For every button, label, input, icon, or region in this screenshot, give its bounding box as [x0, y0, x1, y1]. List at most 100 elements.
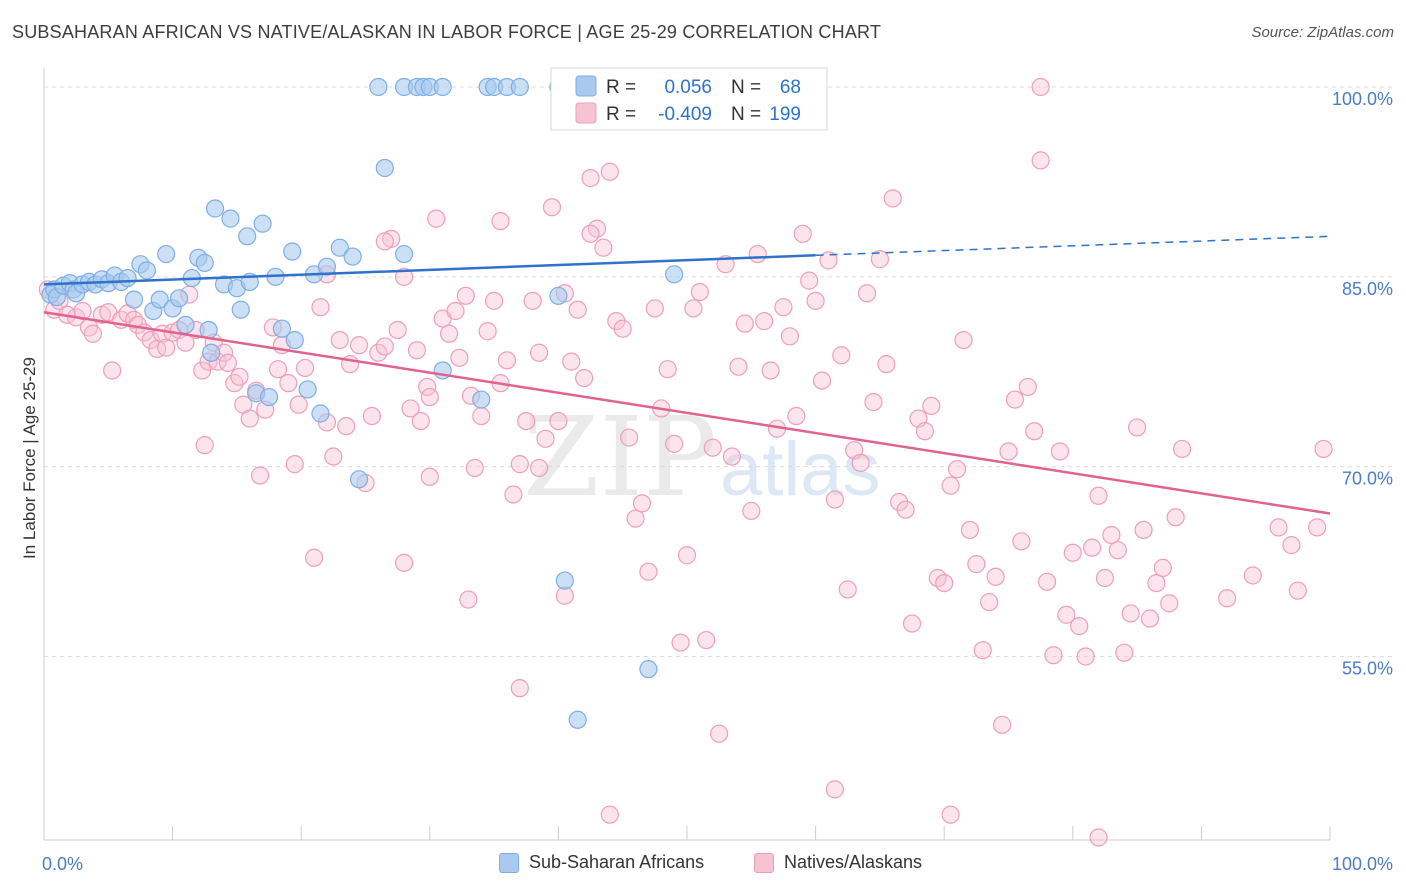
point-natives-alaskans-94	[607, 312, 626, 331]
point-natives-alaskans-133	[857, 284, 877, 303]
point-natives-alaskans-178	[1147, 573, 1166, 593]
point-natives-alaskans-138	[890, 492, 909, 512]
point-natives-alaskans-115	[742, 501, 761, 521]
point-natives-alaskans-87	[562, 352, 581, 371]
point-natives-alaskans-114	[735, 314, 754, 333]
point-natives-alaskans-75	[485, 291, 504, 310]
point-natives-alaskans-80	[517, 411, 536, 431]
point-natives-alaskans-158	[1018, 377, 1037, 397]
point-sub-saharan-africans-41	[283, 242, 302, 261]
stats-legend-n-label-1: N =	[731, 77, 761, 98]
point-sub-saharan-africans-55	[375, 158, 394, 178]
point-natives-alaskans-176	[1134, 520, 1153, 540]
point-natives-alaskans-153	[986, 567, 1005, 586]
point-natives-alaskans-85	[549, 411, 568, 431]
point-natives-alaskans-163	[1050, 442, 1070, 461]
point-sub-saharan-africans-17	[137, 261, 156, 280]
point-natives-alaskans-151	[973, 641, 992, 660]
point-natives-alaskans-197	[825, 780, 844, 799]
legend-item-natives-alaskans[interactable]: Natives/Alaskans	[754, 852, 922, 873]
point-sub-saharan-africans-65	[472, 390, 491, 409]
point-natives-alaskans-72	[465, 458, 484, 478]
point-sub-saharan-africans-69	[639, 660, 658, 679]
point-natives-alaskans-180	[1160, 594, 1179, 613]
point-natives-alaskans-54	[362, 406, 382, 426]
point-natives-alaskans-206	[1282, 536, 1301, 555]
point-natives-alaskans-43	[289, 395, 308, 414]
point-natives-alaskans-182	[1173, 439, 1192, 459]
point-natives-alaskans-196	[600, 805, 619, 824]
point-natives-alaskans-183	[1031, 77, 1050, 97]
point-sub-saharan-africans-68	[568, 710, 587, 729]
point-natives-alaskans-34	[240, 409, 259, 428]
point-natives-alaskans-83	[536, 429, 555, 448]
point-natives-alaskans-70	[456, 286, 475, 305]
point-sub-saharan-africans-66	[555, 571, 574, 590]
point-natives-alaskans-201	[1243, 566, 1262, 585]
point-sub-saharan-africans-43	[298, 380, 317, 399]
point-sub-saharan-africans-33	[231, 300, 250, 319]
point-natives-alaskans-126	[812, 371, 832, 390]
point-natives-alaskans-117	[755, 312, 774, 331]
point-natives-alaskans-112	[722, 447, 742, 466]
point-natives-alaskans-127	[819, 251, 838, 270]
stats-legend-n-value-1: 68	[780, 77, 801, 98]
point-natives-alaskans-143	[922, 396, 941, 416]
point-natives-alaskans-39	[268, 360, 288, 379]
point-natives-alaskans-128	[825, 490, 844, 509]
point-natives-alaskans-50	[337, 417, 356, 436]
point-natives-alaskans-41	[279, 374, 298, 393]
point-natives-alaskans-46	[311, 298, 330, 317]
point-sub-saharan-africans-14	[118, 268, 137, 288]
point-natives-alaskans-96	[620, 428, 639, 447]
point-natives-alaskans-198	[941, 805, 960, 824]
point-sub-saharan-africans-70	[665, 265, 684, 284]
stats-legend-r-value-1: 0.056	[664, 77, 712, 98]
point-sub-saharan-africans-57	[433, 77, 452, 97]
legend-label-natives-alaskans: Natives/Alaskans	[784, 852, 923, 872]
point-natives-alaskans-122	[787, 406, 806, 426]
stats-legend-n-label-2: N =	[731, 104, 761, 125]
point-natives-alaskans-170	[1095, 568, 1115, 588]
point-natives-alaskans-36	[250, 466, 270, 485]
point-natives-alaskans-154	[992, 715, 1012, 734]
point-natives-alaskans-157	[1012, 532, 1031, 551]
point-natives-alaskans-48	[324, 447, 343, 466]
tick-labels: 100.0% 85.0% 70.0% 55.0% 0.0% 100.0%	[42, 89, 1393, 874]
point-natives-alaskans-140	[902, 614, 922, 633]
trend-line-sub-saharan-africans	[43, 254, 816, 286]
point-natives-alaskans-161	[1037, 572, 1057, 591]
point-natives-alaskans-149	[960, 520, 980, 540]
point-natives-alaskans-67	[439, 324, 459, 343]
point-natives-alaskans-109	[703, 438, 722, 457]
point-natives-alaskans-100	[645, 299, 664, 318]
point-natives-alaskans-195	[555, 586, 574, 605]
point-natives-alaskans-68	[446, 301, 465, 321]
axes	[43, 68, 1331, 841]
point-sub-saharan-africans-22	[169, 289, 189, 308]
point-sub-saharan-africans-47	[330, 238, 349, 257]
point-natives-alaskans-181	[1166, 508, 1185, 527]
point-natives-alaskans-61	[407, 341, 427, 360]
point-natives-alaskans-162	[1044, 646, 1063, 665]
point-natives-alaskans-147	[947, 460, 967, 479]
point-natives-alaskans-84	[542, 198, 562, 217]
point-natives-alaskans-73	[472, 406, 491, 426]
trend-line-natives-alaskans	[43, 311, 1331, 515]
point-natives-alaskans-74	[478, 322, 497, 341]
point-natives-alaskans-32	[230, 367, 249, 386]
legend-item-sub-saharan-africans[interactable]: Sub-Saharan Africans	[499, 852, 704, 873]
chart-title: SUBSAHARAN AFRICAN VS NATIVE/ALASKAN IN …	[12, 22, 882, 42]
point-natives-alaskans-102	[658, 360, 677, 379]
point-natives-alaskans-172	[1108, 541, 1127, 560]
point-natives-alaskans-77	[497, 351, 517, 370]
point-natives-alaskans-45	[304, 548, 324, 567]
point-natives-alaskans-204	[1314, 439, 1333, 459]
point-natives-alaskans-125	[806, 291, 825, 310]
point-natives-alaskans-177	[1140, 609, 1160, 628]
chart-source: Source: ZipAtlas.com	[1251, 24, 1394, 41]
point-sub-saharan-africans-37	[253, 214, 272, 233]
point-natives-alaskans-165	[1063, 543, 1082, 562]
point-natives-alaskans-189	[394, 553, 414, 572]
point-natives-alaskans-134	[864, 393, 883, 412]
